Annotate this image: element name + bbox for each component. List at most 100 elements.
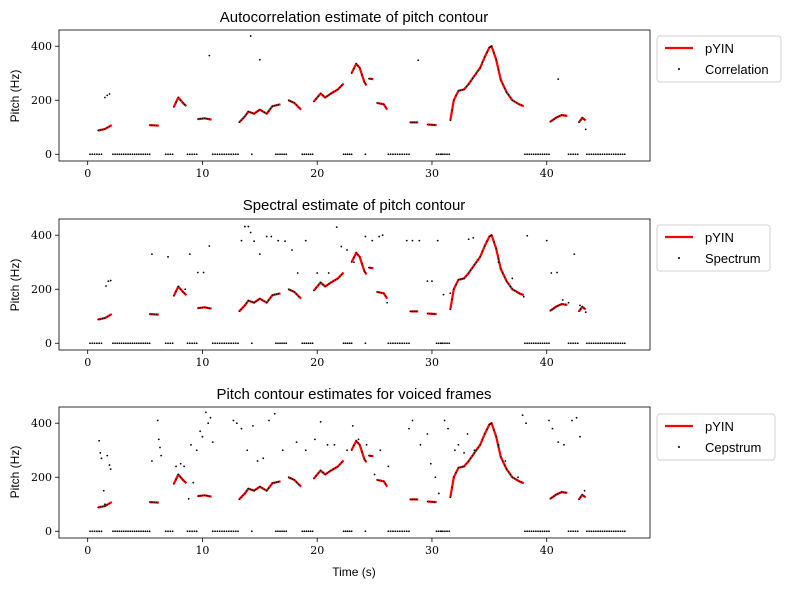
unvoiced-point xyxy=(389,153,392,156)
unvoiced-point xyxy=(100,153,103,156)
estimate-point xyxy=(357,438,360,441)
estimate-point xyxy=(106,454,109,457)
contour-point xyxy=(339,275,341,278)
contour-point xyxy=(500,268,502,270)
contour-point xyxy=(484,245,486,247)
contour-point xyxy=(486,428,488,430)
unvoiced-point xyxy=(594,342,597,345)
unvoiced-point xyxy=(541,530,544,533)
unvoiced-point xyxy=(218,530,221,533)
contour-point xyxy=(495,248,497,250)
contour-point xyxy=(559,304,561,306)
contour-point xyxy=(507,471,510,473)
contour-point xyxy=(581,494,583,496)
legend-point-marker xyxy=(678,446,680,448)
panel-1-title: Autocorrelation estimate of pitch contou… xyxy=(220,9,488,26)
unvoiced-point xyxy=(435,153,438,156)
contour-point xyxy=(488,46,491,49)
unvoiced-point xyxy=(392,153,394,156)
x-tick-label: 0 xyxy=(84,356,91,369)
unvoiced-point xyxy=(539,153,542,156)
contour-point xyxy=(368,454,370,457)
contour-point xyxy=(293,102,295,104)
estimate-point xyxy=(545,239,548,242)
contour-point xyxy=(488,423,491,426)
contour-point xyxy=(457,90,460,92)
unvoiced-point xyxy=(576,153,579,156)
unvoiced-point xyxy=(601,530,604,533)
unvoiced-point xyxy=(350,342,353,345)
estimate-point xyxy=(211,441,214,444)
contour-point xyxy=(206,495,208,497)
contour-point xyxy=(175,478,177,480)
unvoiced-point xyxy=(446,153,448,156)
unvoiced-point xyxy=(144,530,147,533)
unvoiced-point xyxy=(572,153,575,156)
contour-point xyxy=(459,278,461,281)
estimate-point xyxy=(109,468,112,471)
estimate-point xyxy=(253,240,255,243)
unvoiced-point xyxy=(95,530,98,533)
unvoiced-point xyxy=(309,342,312,345)
unvoiced-point xyxy=(389,342,392,345)
estimate-point xyxy=(270,235,273,238)
contour-point xyxy=(330,469,332,472)
unvoiced-point xyxy=(131,530,134,533)
contour-point xyxy=(384,295,387,297)
estimate-point xyxy=(556,271,558,274)
unvoiced-point xyxy=(528,342,531,345)
unvoiced-point xyxy=(285,342,288,345)
unvoiced-point xyxy=(548,342,550,345)
contour-point xyxy=(562,491,565,494)
contour-point xyxy=(244,304,246,307)
contour-point xyxy=(469,269,472,272)
x-tick-label: 40 xyxy=(540,356,554,369)
legend-label: pYIN xyxy=(705,41,734,56)
panel-spectral: Spectral estimate of pitch contour 0 10 20… xyxy=(8,197,771,369)
contour-point xyxy=(353,444,355,447)
contour-point xyxy=(357,254,359,256)
contour-point xyxy=(358,444,361,446)
estimate-point xyxy=(353,261,355,264)
unvoiced-point xyxy=(124,530,127,533)
contour-point xyxy=(409,121,411,124)
contour-point xyxy=(293,291,295,293)
unvoiced-point xyxy=(186,530,189,533)
estimate-point xyxy=(277,239,280,242)
unvoiced-point xyxy=(617,153,619,156)
contour-point xyxy=(516,291,518,293)
contour-point xyxy=(426,312,429,315)
contour-point xyxy=(267,110,270,112)
contour-point xyxy=(557,116,559,118)
unvoiced-point xyxy=(590,153,593,156)
unvoiced-point xyxy=(610,342,613,345)
unvoiced-point xyxy=(148,530,151,533)
unvoiced-point xyxy=(444,530,446,533)
unvoiced-point xyxy=(541,342,544,345)
contour-point xyxy=(253,490,255,492)
unvoiced-point xyxy=(95,153,98,156)
unvoiced-point xyxy=(311,342,314,345)
contour-point xyxy=(477,69,479,72)
contour-point xyxy=(326,284,328,286)
estimate-point xyxy=(199,430,202,433)
contour-point xyxy=(583,495,585,497)
contour-point xyxy=(175,290,177,292)
contour-point xyxy=(503,276,506,278)
contour-point xyxy=(562,114,565,117)
contour-point xyxy=(428,123,431,126)
contour-point xyxy=(578,121,580,124)
x-tick-label: 20 xyxy=(310,544,324,557)
estimate-point xyxy=(273,412,276,415)
contour-point xyxy=(358,256,361,258)
estimate-point xyxy=(418,239,421,242)
unvoiced-point xyxy=(114,153,116,156)
unvoiced-point xyxy=(223,153,226,156)
estimate-point xyxy=(262,457,265,460)
contour-point xyxy=(489,46,492,48)
estimate-point xyxy=(437,492,440,495)
unvoiced-point xyxy=(623,342,626,345)
unvoiced-point xyxy=(227,153,230,156)
contour-point xyxy=(269,107,272,110)
unvoiced-point xyxy=(169,342,172,345)
